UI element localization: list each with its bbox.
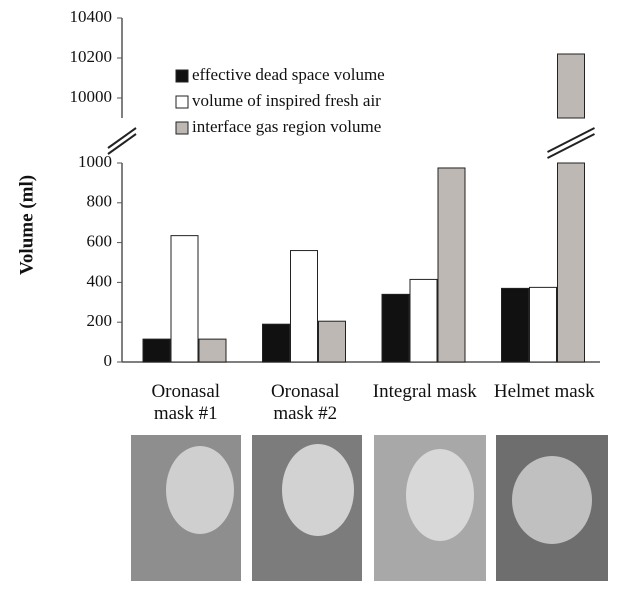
y-tick-label: 600 — [87, 232, 113, 251]
bar — [529, 286, 557, 363]
bar — [170, 235, 199, 363]
legend-label: volume of inspired fresh air — [192, 91, 381, 110]
break-mark — [107, 133, 137, 155]
break-mark — [547, 133, 595, 159]
legend-swatch — [175, 95, 189, 109]
bar — [290, 250, 318, 363]
x-tick-label: Helmet mask — [493, 381, 595, 402]
y-tick-label: 10200 — [70, 47, 113, 66]
bar — [501, 287, 529, 363]
x-tick-label: Integral mask — [372, 381, 477, 402]
y-axis-label: Volume (ml) — [16, 175, 37, 275]
legend-swatch — [175, 69, 189, 83]
bar — [142, 338, 171, 363]
bar — [557, 162, 585, 363]
x-tick-label: Oronasal mask #1 — [151, 381, 221, 424]
bar — [318, 320, 346, 363]
bar — [198, 338, 227, 363]
y-tick-label: 800 — [87, 192, 113, 211]
bar — [437, 167, 466, 363]
photos — [131, 435, 608, 581]
break-mark — [547, 127, 595, 153]
break-mark — [107, 127, 137, 149]
y-tick-label: 10000 — [70, 87, 113, 106]
y-tick-label: 10400 — [70, 7, 113, 26]
x-tick-label: Oronasal mask #2 — [270, 381, 340, 424]
y-tick-label: 400 — [87, 271, 113, 290]
photo-head — [166, 446, 234, 534]
y-tick-label: 0 — [104, 351, 113, 370]
photo-head — [282, 444, 354, 536]
legend-label: effective dead space volume — [192, 65, 385, 84]
photo-head — [406, 449, 474, 541]
y-tick-label: 200 — [87, 311, 113, 330]
y-tick-label: 1000 — [78, 152, 112, 171]
bar — [409, 278, 438, 363]
bar-upper — [557, 53, 585, 119]
legend-label: interface gas region volume — [192, 117, 381, 136]
bar — [381, 293, 410, 363]
legend-swatch — [175, 121, 189, 135]
bar — [262, 323, 290, 363]
photo-head — [512, 456, 592, 544]
